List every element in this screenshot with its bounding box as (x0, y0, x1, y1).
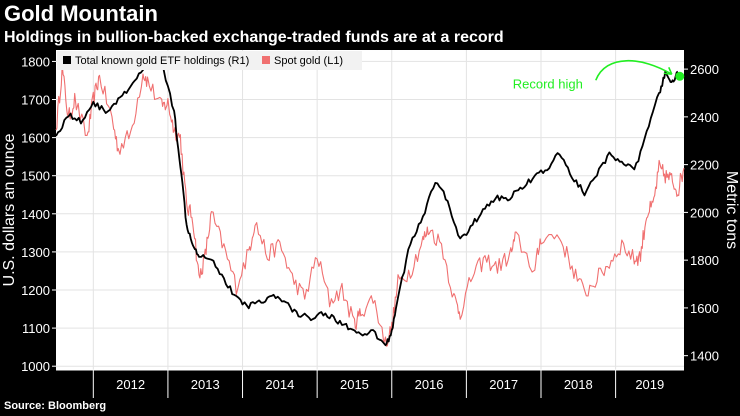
y-axis-label-left: U.S. dollars an ounce (1, 133, 18, 286)
left-axis: 1000 1100 1200 1300 1400 1500 1600 1700 1800 (21, 54, 56, 374)
annotation-record-high: Record high (513, 76, 583, 91)
plot-area (56, 50, 684, 370)
series-layer (55, 54, 685, 347)
legend-label-etf: Total known gold ETF holdings (R1) (75, 55, 249, 67)
right-axis: 1400 1600 1800 2000 2200 2400 2600 (684, 62, 719, 364)
legend: Total known gold ETF holdings (R1) Spot … (57, 51, 362, 70)
x-tick-label: 2014 (265, 377, 294, 392)
x-tick-label: 2012 (116, 377, 145, 392)
legend-swatch-spot-gold (262, 56, 270, 64)
series-line-spot-gold (55, 64, 685, 347)
right-tick-label: 1800 (690, 253, 719, 268)
legend-swatch-etf (63, 56, 71, 64)
right-tick-label: 2000 (690, 205, 719, 220)
left-tick-label: 1800 (21, 54, 50, 69)
right-tick-label: 2200 (690, 158, 719, 173)
chart-title: Gold Mountain (4, 1, 158, 26)
series-line-etf-holdings (55, 54, 679, 347)
source-note: Source: Bloomberg (4, 400, 107, 412)
x-tick-label: 2019 (635, 377, 664, 392)
annotation-arrow (595, 59, 673, 81)
record-high-marker (675, 71, 685, 81)
chart-subtitle: Holdings in bullion-backed exchange-trad… (4, 29, 504, 46)
right-tick-label: 1400 (690, 349, 719, 364)
chart-plot: Record high Total known gold ETF holding… (0, 48, 740, 398)
right-tick-label: 2600 (690, 62, 719, 77)
left-tick-label: 1300 (21, 245, 50, 260)
x-axis: 2012 2013 2014 2015 2016 2017 2018 2019 (56, 369, 684, 398)
left-tick-label: 1000 (21, 359, 50, 374)
left-tick-label: 1700 (21, 93, 50, 108)
annotation-layer: Record high (513, 59, 685, 91)
right-tick-label: 2400 (690, 110, 719, 125)
x-tick-label: 2017 (489, 377, 518, 392)
x-tick-label: 2015 (340, 377, 369, 392)
left-tick-label: 1400 (21, 207, 50, 222)
left-tick-label: 1500 (21, 169, 50, 184)
legend-label-spot-gold: Spot gold (L1) (274, 55, 343, 67)
x-tick-label: 2018 (564, 377, 593, 392)
left-tick-label: 1200 (21, 283, 50, 298)
x-tick-label: 2013 (191, 377, 220, 392)
left-tick-label: 1600 (21, 131, 50, 146)
left-tick-label: 1100 (22, 321, 50, 336)
y-axis-label-right: Metric tons (723, 171, 740, 249)
right-tick-label: 1600 (690, 301, 719, 316)
x-tick-label: 2016 (415, 377, 444, 392)
